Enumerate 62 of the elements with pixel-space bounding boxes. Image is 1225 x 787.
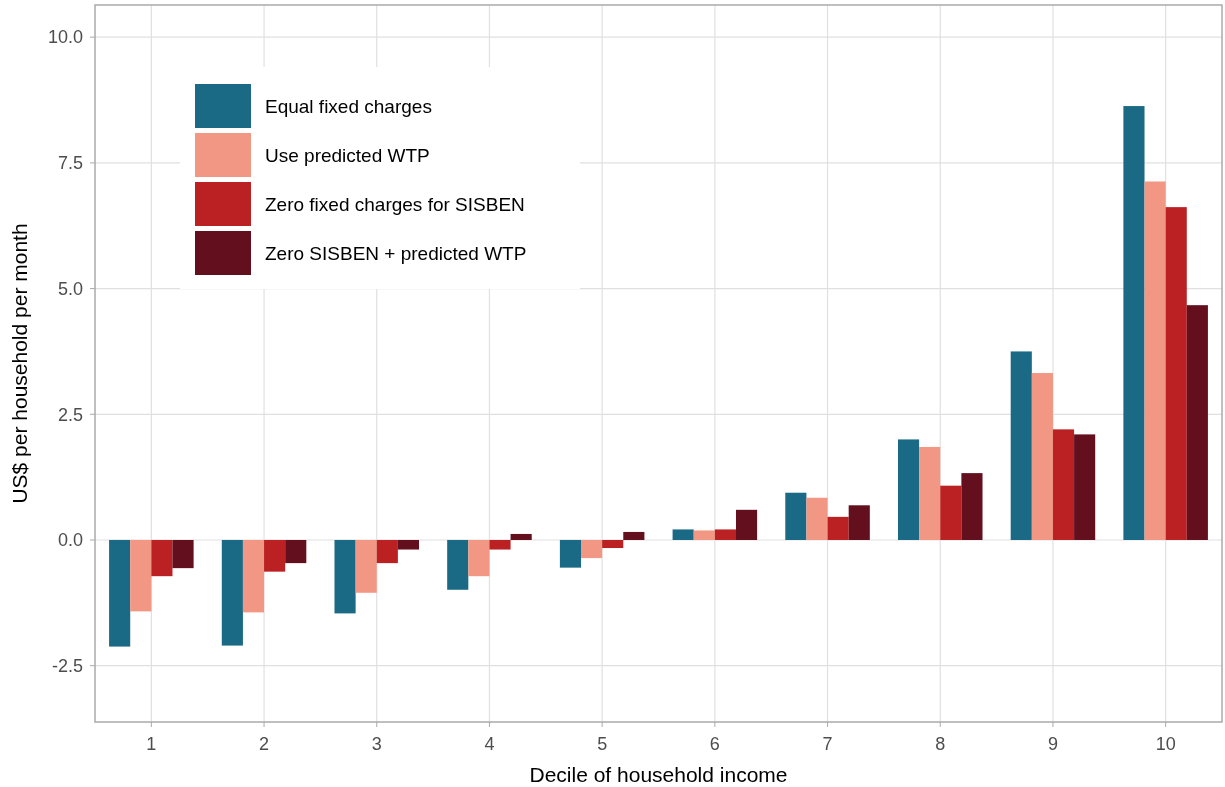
legend-label: Equal fixed charges <box>265 95 432 117</box>
y-tick-label: -2.5 <box>51 655 83 676</box>
bar <box>785 492 807 540</box>
bar <box>827 516 849 540</box>
bar <box>221 539 243 646</box>
x-tick-label: 2 <box>259 734 270 754</box>
bar <box>735 509 758 540</box>
x-tick-label: 7 <box>822 734 833 754</box>
bar <box>961 473 983 540</box>
x-tick-label: 10 <box>1155 734 1176 754</box>
y-tick-label: 0.0 <box>57 530 83 551</box>
bar <box>1074 434 1096 540</box>
bar <box>693 530 715 540</box>
bar <box>714 529 736 540</box>
legend-label: Zero SISBEN + predicted WTP <box>265 242 527 264</box>
x-tick-label: 3 <box>371 734 382 754</box>
bar <box>1165 207 1187 540</box>
x-tick-label: 9 <box>1047 734 1058 754</box>
bar <box>242 539 265 613</box>
bar <box>623 531 645 540</box>
bar <box>1031 373 1053 540</box>
x-tick-label: 1 <box>146 734 157 754</box>
bar <box>510 533 532 540</box>
bar <box>397 539 420 550</box>
bar <box>109 539 131 647</box>
bar <box>806 497 828 540</box>
bar <box>1144 181 1166 540</box>
bar <box>130 539 152 612</box>
bar <box>1123 106 1145 540</box>
bar <box>355 539 377 593</box>
x-tick-label: 8 <box>935 734 946 754</box>
x-axis-title: Decile of household income <box>529 763 788 786</box>
bar <box>285 539 307 564</box>
bar <box>672 529 694 540</box>
y-tick-label: 5.0 <box>57 278 83 299</box>
bar <box>919 446 941 540</box>
legend-label: Zero fixed charges for SISBEN <box>265 193 525 215</box>
y-tick-label: 2.5 <box>57 404 83 425</box>
y-axis-title: US$ per household per month <box>8 223 31 504</box>
y-tick-label: 7.5 <box>57 153 83 174</box>
bar <box>940 485 962 540</box>
bar <box>1186 305 1208 540</box>
bar <box>447 539 469 590</box>
bar <box>264 539 286 572</box>
bar <box>1052 429 1075 540</box>
bar <box>559 539 582 568</box>
bar <box>172 539 194 569</box>
x-tick-label: 5 <box>597 734 608 754</box>
bar <box>581 539 603 559</box>
bar <box>897 439 920 540</box>
bar <box>848 505 870 540</box>
legend-label: Use predicted WTP <box>265 144 430 166</box>
bar <box>334 539 356 614</box>
bar <box>376 539 398 564</box>
y-tick-label: 10.0 <box>47 27 83 48</box>
x-tick-label: 4 <box>484 734 495 754</box>
bar <box>489 539 511 550</box>
bar <box>468 539 490 577</box>
bar <box>151 539 173 577</box>
bar <box>602 539 624 549</box>
bar <box>1010 351 1032 540</box>
x-tick-label: 6 <box>709 734 720 754</box>
